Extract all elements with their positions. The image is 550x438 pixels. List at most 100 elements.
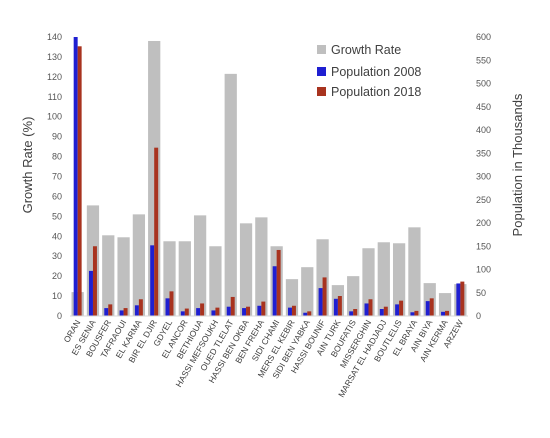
y2-tick-label: 550 <box>476 55 491 65</box>
y-tick-label: 40 <box>52 231 62 241</box>
right-axis-ticks: 0 50 100 150 200 250 300 350 400 450 500 550 600 <box>476 32 491 321</box>
bar-population-2008 <box>456 283 461 316</box>
y-tick-label: 20 <box>52 271 62 281</box>
bar-population-2008 <box>364 303 369 316</box>
bar-population-2008 <box>410 312 415 316</box>
bar-population-2018 <box>200 303 205 316</box>
bar-population-2008 <box>318 288 323 316</box>
legend-label-2018: Population 2018 <box>331 85 421 99</box>
bar-population-2018 <box>383 306 388 316</box>
bar-population-2008 <box>242 308 247 316</box>
bar-population-2018 <box>307 311 312 316</box>
bar-population-2018 <box>429 298 434 316</box>
y-tick-label: 140 <box>47 32 62 42</box>
bar-population-2018 <box>215 307 220 316</box>
bar-population-2008 <box>257 305 262 316</box>
y2-tick-label: 250 <box>476 195 491 205</box>
bar-population-2008 <box>196 308 201 316</box>
y2-tick-label: 400 <box>476 125 491 135</box>
y2-tick-label: 100 <box>476 265 491 275</box>
bar-population-2008 <box>272 266 277 316</box>
bar-population-2008 <box>180 311 185 316</box>
y2-tick-label: 50 <box>476 288 486 298</box>
bar-population-2018 <box>246 306 251 316</box>
bar-population-2008 <box>333 298 338 316</box>
bar-population-2018 <box>230 296 235 316</box>
bar-population-2018 <box>460 281 465 316</box>
bar-population-2018 <box>291 305 296 316</box>
y2-tick-label: 0 <box>476 311 481 321</box>
bar-growth-rate <box>392 243 406 316</box>
y2-tick-label: 350 <box>476 148 491 158</box>
bar-population-2018 <box>322 277 327 316</box>
bar-growth-rate <box>117 237 130 316</box>
y2-tick-label: 600 <box>476 32 491 42</box>
bar-population-2018 <box>184 308 189 316</box>
bar-population-2018 <box>169 291 174 316</box>
y2-tick-label: 450 <box>476 102 491 112</box>
legend-swatch-2018 <box>317 87 326 96</box>
bar-population-2018 <box>276 249 281 316</box>
bar-population-2018 <box>414 310 419 316</box>
bar-population-2008 <box>441 311 446 316</box>
bar-population-2008 <box>165 298 170 316</box>
bar-population-2018 <box>261 301 266 316</box>
y-axis-title: Growth Rate (%) <box>20 117 35 214</box>
bar-growth-rate <box>347 276 360 316</box>
y-tick-label: 130 <box>47 52 62 62</box>
bar-population-2008 <box>211 310 216 316</box>
bar-growth-rate <box>102 235 115 316</box>
bar-growth-rate <box>438 293 452 316</box>
bar-population-2008 <box>303 312 308 316</box>
bar-growth-rate <box>209 246 222 316</box>
bar-population-2018 <box>138 299 143 316</box>
bar-population-2008 <box>150 245 155 316</box>
bar-population-2008 <box>349 311 354 316</box>
y-tick-label: 90 <box>52 132 62 142</box>
y-tick-label: 50 <box>52 211 62 221</box>
y-tick-label: 110 <box>48 92 62 102</box>
bar-population-2008 <box>104 308 109 316</box>
bar-population-2018 <box>337 296 342 316</box>
bar-population-2018 <box>445 310 450 316</box>
bar-population-2008 <box>395 304 400 316</box>
left-axis-ticks: 0 10 20 30 40 50 60 70 80 90 100 110 120 130 140 <box>47 32 62 321</box>
bar-population-2008 <box>425 301 430 316</box>
legend-label-growth: Growth Rate <box>331 43 401 57</box>
bar-population-2018 <box>353 309 358 316</box>
y2-tick-label: 200 <box>476 218 491 228</box>
bar-population-2018 <box>108 304 113 316</box>
y-tick-label: 0 <box>57 311 62 321</box>
bar-growth-rate <box>239 223 253 316</box>
y-tick-label: 70 <box>52 172 62 182</box>
bar-growth-rate <box>224 73 237 316</box>
bar-population-2008 <box>73 37 78 316</box>
bar-population-2018 <box>154 147 159 316</box>
bar-growth-rate <box>301 267 314 316</box>
bar-population-2008 <box>119 310 124 316</box>
bar-population-2018 <box>123 308 128 316</box>
bar-population-2018 <box>399 300 404 316</box>
y-tick-label: 60 <box>52 191 62 201</box>
bar-growth-rate <box>193 215 207 316</box>
y-tick-label: 120 <box>47 72 62 82</box>
legend: Growth Rate Population 2008 Population 2… <box>317 43 421 99</box>
y2-tick-label: 150 <box>476 241 491 251</box>
legend-label-2008: Population 2008 <box>331 65 421 79</box>
bar-population-2008 <box>379 309 384 316</box>
y2-axis-title: Population in Thousands <box>510 93 525 236</box>
bar-population-2018 <box>92 246 97 316</box>
legend-swatch-growth <box>317 45 326 54</box>
bar-population-2008 <box>134 305 139 316</box>
bar-growth-rate <box>132 214 146 316</box>
bar-population-2008 <box>287 307 292 316</box>
bar-population-2008 <box>88 270 93 316</box>
bar-population-2018 <box>77 46 82 317</box>
y-tick-label: 100 <box>47 112 62 122</box>
bars <box>71 37 467 317</box>
bar-population-2008 <box>226 306 231 316</box>
bar-population-2018 <box>368 299 373 316</box>
y-tick-label: 30 <box>52 251 62 261</box>
